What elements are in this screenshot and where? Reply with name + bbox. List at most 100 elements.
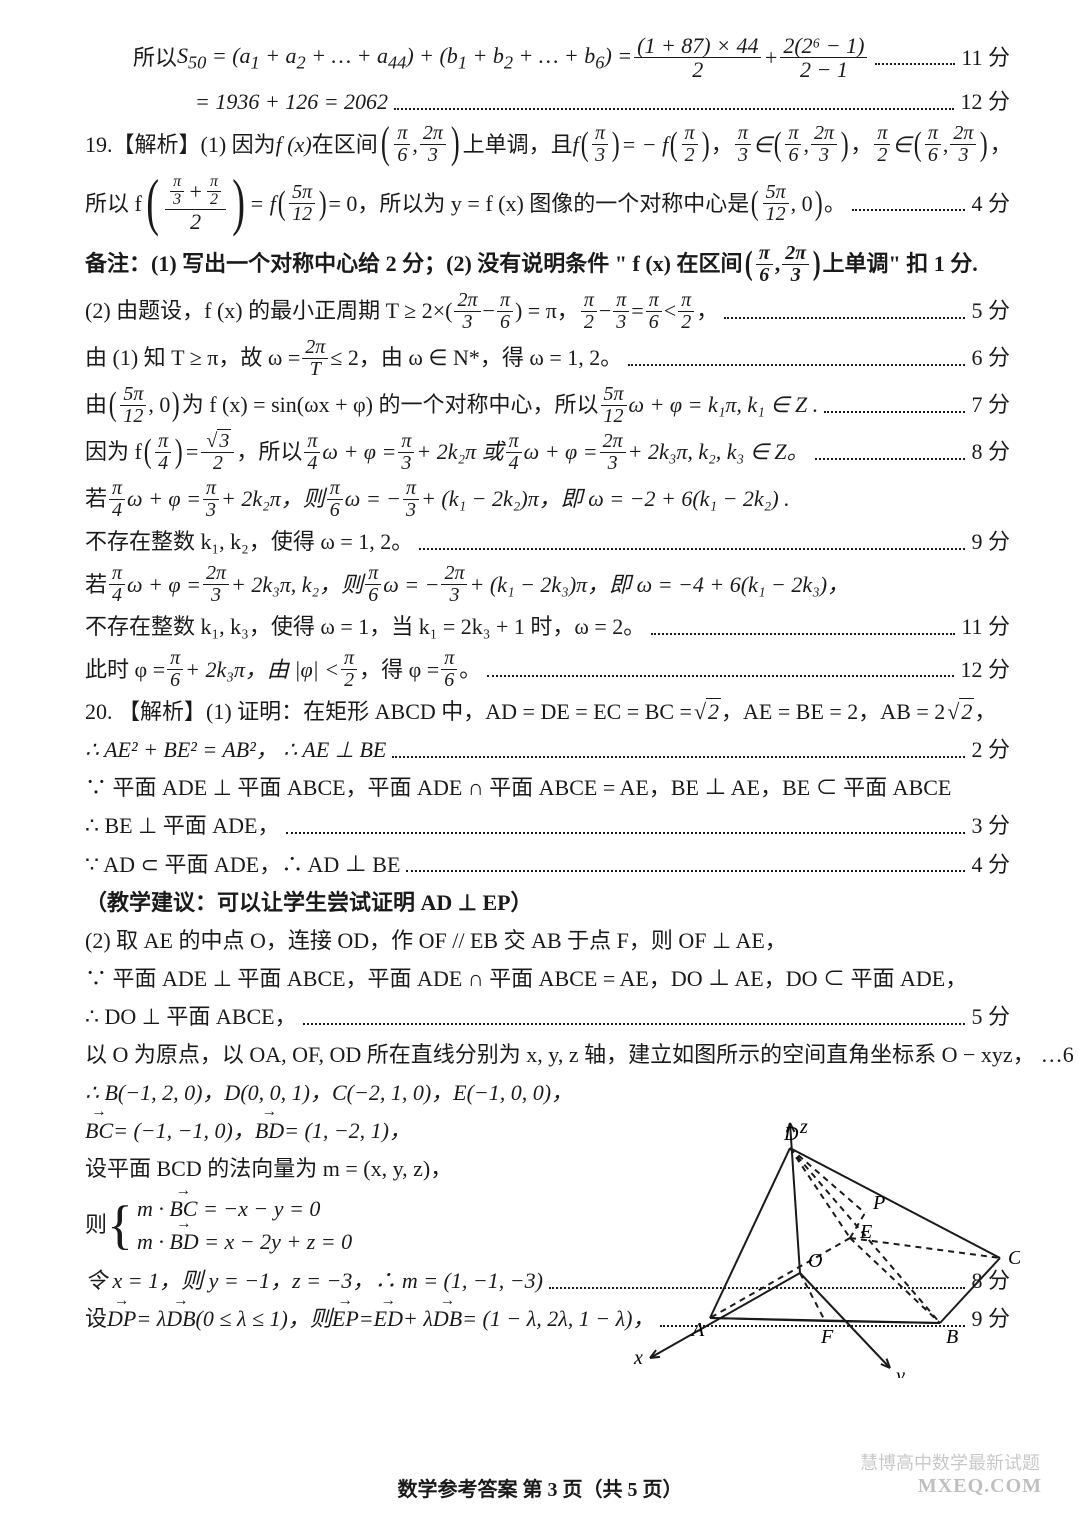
leader-dots <box>724 304 965 319</box>
step-line: 设平面 BCD 的法向量为 m = (x, y, z)， <box>85 1152 605 1186</box>
leader-dots <box>852 196 965 211</box>
page: 所以 S50 = (a1 + a2 + … + a44) + (b1 + b2 … <box>0 0 1080 1528</box>
step-line: 因为 f (π4) = 32 ，所以 π4 ω + φ = π3 + 2k₂π … <box>85 431 1010 474</box>
step-line: (2) 取 AE 的中点 O，连接 OD，作 OF // EB 交 AB 于点 … <box>85 924 1010 958</box>
svg-text:x: x <box>633 1347 643 1369</box>
step-line: 不存在整数 k₁, k₂，使得 ω = 1, 2。 9 分 <box>85 525 1010 559</box>
math: + <box>763 41 778 75</box>
math: f (x) <box>276 128 312 162</box>
text: 设平面 BCD 的法向量为 m = (x, y, z)， <box>85 1152 452 1186</box>
text: 上单调" 扣 1 分. <box>823 247 978 281</box>
text: 因为 f <box>85 435 142 469</box>
text: 20. 【解析】(1) 证明：在矩形 ABCD 中，AD = DE = EC =… <box>85 695 692 729</box>
score: 5 分 <box>971 294 1010 328</box>
text: 以 O 为原点，以 OA, OF, OD 所在直线分别为 x, y, z 轴，建… <box>85 1038 1035 1072</box>
step-line: 20. 【解析】(1) 证明：在矩形 ABCD 中，AD = DE = EC =… <box>85 695 1010 729</box>
text: 不存在整数 k₁, k₃，使得 ω = 1，当 k₁ = 2k₃ + 1 时，ω… <box>85 610 645 644</box>
math: ∴ AE² + BE² = AB²， ∴ AE ⊥ BE <box>85 733 386 767</box>
step-line: 则 { m · BC = −x − y = 0 m · BD = x − 2y … <box>85 1192 605 1258</box>
score: 5 分 <box>971 1000 1010 1034</box>
score: 11 分 <box>961 610 1010 644</box>
score: 7 分 <box>971 388 1010 422</box>
step-line: 此时 φ = π6 + 2k₃π，由 |φ| < π2 ，得 φ = π6 。 … <box>85 648 1010 691</box>
text: 所以 f <box>85 187 142 221</box>
text: ≤ 2，由 ω ∈ N*，得 ω = 1, 2。 <box>330 341 622 375</box>
score: 2 分 <box>971 733 1010 767</box>
score: 8 分 <box>971 435 1010 469</box>
text: (2) 取 AE 的中点 O，连接 OD，作 OF // EB 交 AB 于点 … <box>85 924 787 958</box>
step-line: ∵ AD ⊂ 平面 ADE，∴ AD ⊥ BE 4 分 <box>85 848 1010 882</box>
leader-dots <box>815 445 966 460</box>
step-line: ∴ BE ⊥ 平面 ADE， 3 分 <box>85 809 1010 843</box>
svg-text:P: P <box>872 1192 885 1214</box>
equation-system: { m · BC = −x − y = 0 m · BD = x − 2y + … <box>107 1192 352 1258</box>
text: 此时 φ = <box>85 653 165 687</box>
step-line: 由 (1) 知 T ≥ π，故 ω = 2πT ≤ 2，由 ω ∈ N*，得 ω… <box>85 337 1010 380</box>
score: 12 分 <box>960 653 1010 687</box>
score: 3 分 <box>971 809 1010 843</box>
step-line: 若 π4 ω + φ = π3 + 2k₂π，则 π6 ω = − π3 + (… <box>85 478 1010 521</box>
score: 11 分 <box>961 41 1010 75</box>
text: ∴ DO ⊥ 平面 ABCE， <box>85 1000 297 1034</box>
leader-dots <box>875 50 955 65</box>
text: 为 f (x) = sin(ωx + φ) 的一个对称中心，所以 <box>182 388 599 422</box>
leader-dots <box>406 857 965 872</box>
fraction: π6 <box>394 123 410 166</box>
step-line: (2) 由题设，f (x) 的最小正周期 T ≥ 2×( 2π3 − π6 ) … <box>85 290 1010 333</box>
step-line: 所以 f ( π3+π2 2 ) = f (5π12) = 0，所以为 y = … <box>85 174 1010 233</box>
text: （教学建议：可以让学生尝试证明 AD ⊥ EP） <box>85 886 533 920</box>
score: 12 分 <box>960 85 1010 119</box>
math: S50 = (a1 + a2 + … + a44) + (b1 + b2 + …… <box>177 39 632 77</box>
geometry-diagram: zDPECOAFBxy <box>590 1118 1020 1378</box>
step-line: ∴ B(−1, 2, 0)，D(0, 0, 1)，C(−2, 1, 0)，E(−… <box>85 1076 605 1110</box>
text: ∵ 平面 ADE ⊥ 平面 ABCE，平面 ADE ∩ 平面 ABCE = AE… <box>85 771 951 805</box>
text: 由 (1) 知 T ≥ π，故 ω = <box>85 341 300 375</box>
svg-text:z: z <box>799 1118 808 1138</box>
svg-text:A: A <box>690 1319 705 1341</box>
text: 在区间 <box>312 128 378 162</box>
leader-dots <box>392 743 965 758</box>
vector: BC <box>85 1114 113 1148</box>
step-line: 以 O 为原点，以 OA, OF, OD 所在直线分别为 x, y, z 轴，建… <box>85 1038 1010 1072</box>
step-line: 所以 S50 = (a1 + a2 + … + a44) + (b1 + b2 … <box>85 34 1010 81</box>
svg-text:D: D <box>783 1123 799 1145</box>
svg-text:y: y <box>894 1365 905 1378</box>
leader-dots <box>824 398 965 413</box>
text: 所以 <box>133 41 177 75</box>
text: (2) 由题设，f (x) 的最小正周期 T ≥ 2×( <box>85 294 452 328</box>
text: 19.【解析】(1) 因为 <box>85 128 276 162</box>
text: 由 <box>85 388 107 422</box>
leader-dots <box>303 1009 966 1024</box>
text: 上单调，且 <box>463 128 573 162</box>
leader-dots <box>419 534 965 549</box>
fraction: 2(2⁶ − 1)2 − 1 <box>780 34 867 81</box>
svg-text:O: O <box>808 1250 822 1272</box>
score: 4 分 <box>971 187 1010 221</box>
text: ∴ BE ⊥ 平面 ADE， <box>85 809 280 843</box>
leader-dots <box>394 95 954 110</box>
step-line: 不存在整数 k₁, k₃，使得 ω = 1，当 k₁ = 2k₃ + 1 时，ω… <box>85 610 1010 644</box>
step-line: 若 π4 ω + φ = 2π3 + 2k₃π, k₂，则 π6 ω = − 2… <box>85 563 1010 606</box>
fraction: (1 + 87) × 442 <box>634 34 761 81</box>
score: …6 分 <box>1041 1038 1080 1072</box>
leader-dots <box>487 662 954 677</box>
math: ω + φ = k₁π, k₁ ∈ Z . <box>629 388 819 422</box>
step-line: 19.【解析】(1) 因为 f (x) 在区间 ( π6, 2π3 ) 上单调，… <box>85 123 1010 166</box>
step-line: 由 (5π12, 0) 为 f (x) = sin(ωx + φ) 的一个对称中… <box>85 384 1010 427</box>
svg-text:C: C <box>1008 1247 1020 1269</box>
text: = 0，所以为 y = f (x) 图像的一个对称中心是 <box>329 187 750 221</box>
text: 不存在整数 k₁, k₂，使得 ω = 1, 2。 <box>85 525 413 559</box>
svg-text:F: F <box>820 1326 834 1348</box>
note-line: （教学建议：可以让学生尝试证明 AD ⊥ EP） <box>85 886 1010 920</box>
svg-text:B: B <box>946 1326 958 1348</box>
step-line: ∵ 平面 ADE ⊥ 平面 ABCE，平面 ADE ∩ 平面 ABCE = AE… <box>85 771 1010 805</box>
step-line: BC = (−1, −1, 0)， BD = (1, −2, 1)， <box>85 1114 605 1148</box>
vector: BD <box>255 1114 284 1148</box>
math: = 1936 + 126 = 2062 <box>195 85 388 119</box>
step-line: ∴ DO ⊥ 平面 ABCE， 5 分 <box>85 1000 1010 1034</box>
math: ∴ B(−1, 2, 0)，D(0, 0, 1)，C(−2, 1, 0)，E(−… <box>85 1076 573 1110</box>
fraction: π3+π2 2 <box>165 174 226 233</box>
score: 4 分 <box>971 848 1010 882</box>
math: 令 x = 1，则 y = −1，z = −3，∴ m = (1, −1, −3… <box>85 1264 543 1298</box>
text: 备注：(1) 写出一个对称中心给 2 分；(2) 没有说明条件 " f (x) … <box>85 247 743 281</box>
